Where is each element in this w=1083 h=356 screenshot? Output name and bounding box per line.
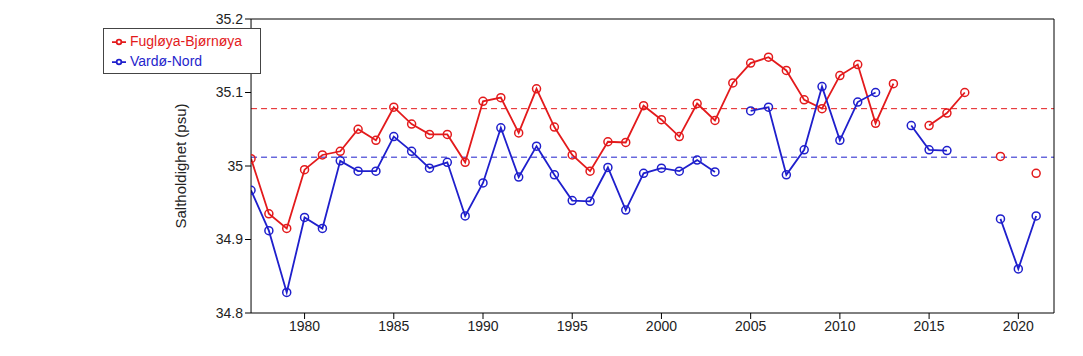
svg-text:Saltholdighet (psu): Saltholdighet (psu) bbox=[172, 103, 189, 228]
svg-text:35: 35 bbox=[227, 158, 243, 174]
html-text:Fugløya-Bjørnøya: Fugløya-Bjørnøya bbox=[130, 33, 242, 49]
svg-text:34.9: 34.9 bbox=[216, 231, 243, 247]
svg-text:1995: 1995 bbox=[557, 318, 588, 334]
html-text:Vardø-Nord: Vardø-Nord bbox=[130, 53, 203, 69]
svg-text:1990: 1990 bbox=[467, 318, 498, 334]
svg-text:2000: 2000 bbox=[646, 318, 677, 334]
svg-text:1980: 1980 bbox=[289, 318, 320, 334]
svg-text:35.2: 35.2 bbox=[216, 11, 243, 27]
svg-text:2020: 2020 bbox=[1003, 318, 1034, 334]
svg-text:35.1: 35.1 bbox=[216, 84, 243, 100]
svg-text:2005: 2005 bbox=[735, 318, 766, 334]
svg-text:34.8: 34.8 bbox=[216, 305, 243, 321]
svg-text:2015: 2015 bbox=[914, 318, 945, 334]
svg-text:1985: 1985 bbox=[378, 318, 409, 334]
svg-text:2010: 2010 bbox=[824, 318, 855, 334]
